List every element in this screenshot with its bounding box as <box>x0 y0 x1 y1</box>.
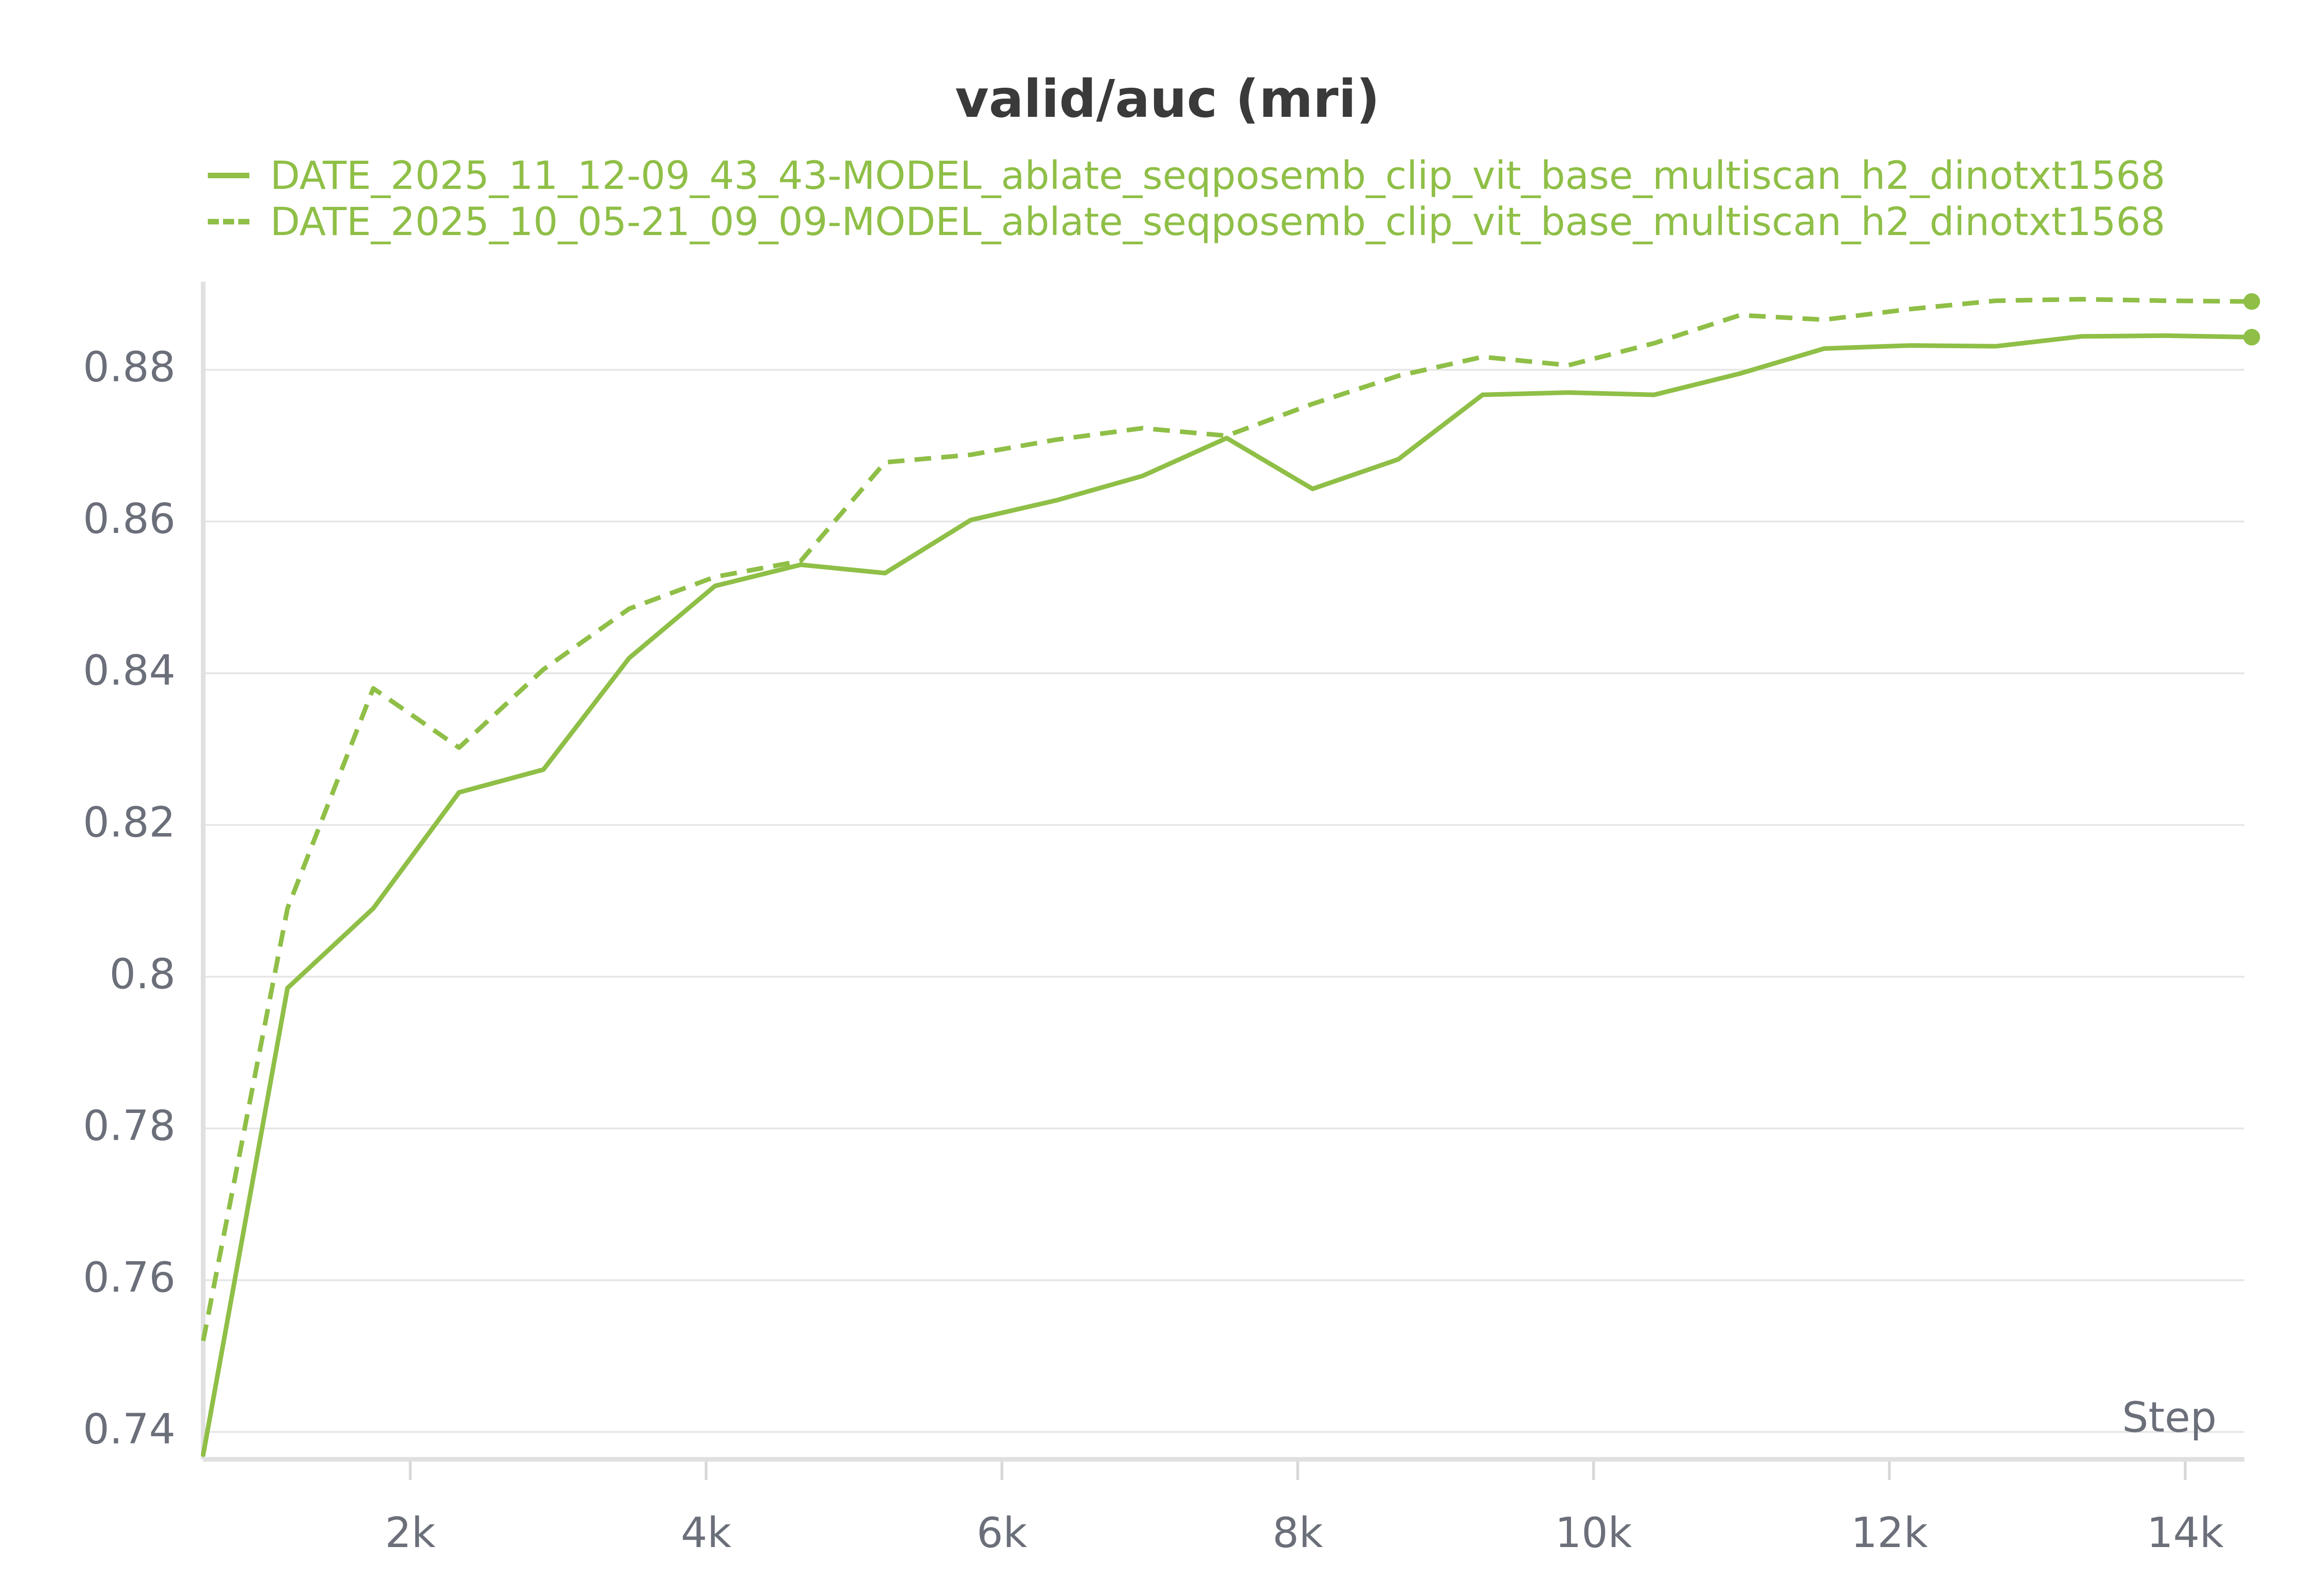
series-endpoint-2 <box>2243 293 2261 310</box>
legend-item-run-2[interactable]: DATE_2025_10_05-21_09_09-MODEL_ablate_se… <box>208 199 2165 245</box>
x-tick-label: 2k <box>385 1509 435 1557</box>
series-line-1 <box>201 333 2254 1457</box>
y-tick-label: 0.86 <box>83 495 175 543</box>
y-axis-ticks: 0.74 0.76 0.78 0.8 0.82 0.84 0.86 0.88 <box>83 343 175 1454</box>
chart-title: valid/auc (mri) <box>955 69 1380 129</box>
x-tick-label: 14k <box>2147 1509 2224 1557</box>
axes <box>201 282 2244 1462</box>
y-tick-label: 0.84 <box>83 647 175 695</box>
x-axis-ticks: 2k 4k 6k 8k 10k 12k 14k <box>385 1462 2224 1557</box>
y-tick-label: 0.76 <box>83 1253 175 1302</box>
x-tick-label: 4k <box>681 1509 731 1557</box>
x-tick-label: 10k <box>1555 1509 1632 1557</box>
y-tick-label: 0.74 <box>83 1405 175 1454</box>
series-endpoint-1 <box>2243 329 2261 346</box>
legend-label-run-2: DATE_2025_10_05-21_09_09-MODEL_ablate_se… <box>270 199 2165 244</box>
x-tick-label: 12k <box>1851 1509 1928 1557</box>
legend-item-run-1[interactable]: DATE_2025_11_12-09_43_43-MODEL_ablate_se… <box>208 152 2165 199</box>
x-axis-label: Step <box>2122 1393 2217 1442</box>
grid-lines <box>203 369 2244 1433</box>
series-group <box>201 293 2261 1457</box>
x-tick-label: 6k <box>977 1509 1027 1557</box>
legend-label-run-1: DATE_2025_11_12-09_43_43-MODEL_ablate_se… <box>270 153 2165 198</box>
y-tick-label: 0.88 <box>83 343 175 392</box>
y-tick-label: 0.8 <box>109 950 175 998</box>
series-line-2 <box>201 296 2252 1342</box>
x-tick-label: 8k <box>1272 1509 1323 1557</box>
y-tick-label: 0.78 <box>83 1101 175 1150</box>
y-tick-label: 0.82 <box>83 798 175 846</box>
legend: DATE_2025_11_12-09_43_43-MODEL_ablate_se… <box>208 152 2165 245</box>
legend-swatch-solid <box>208 173 249 178</box>
legend-swatch-dashed <box>208 219 249 224</box>
